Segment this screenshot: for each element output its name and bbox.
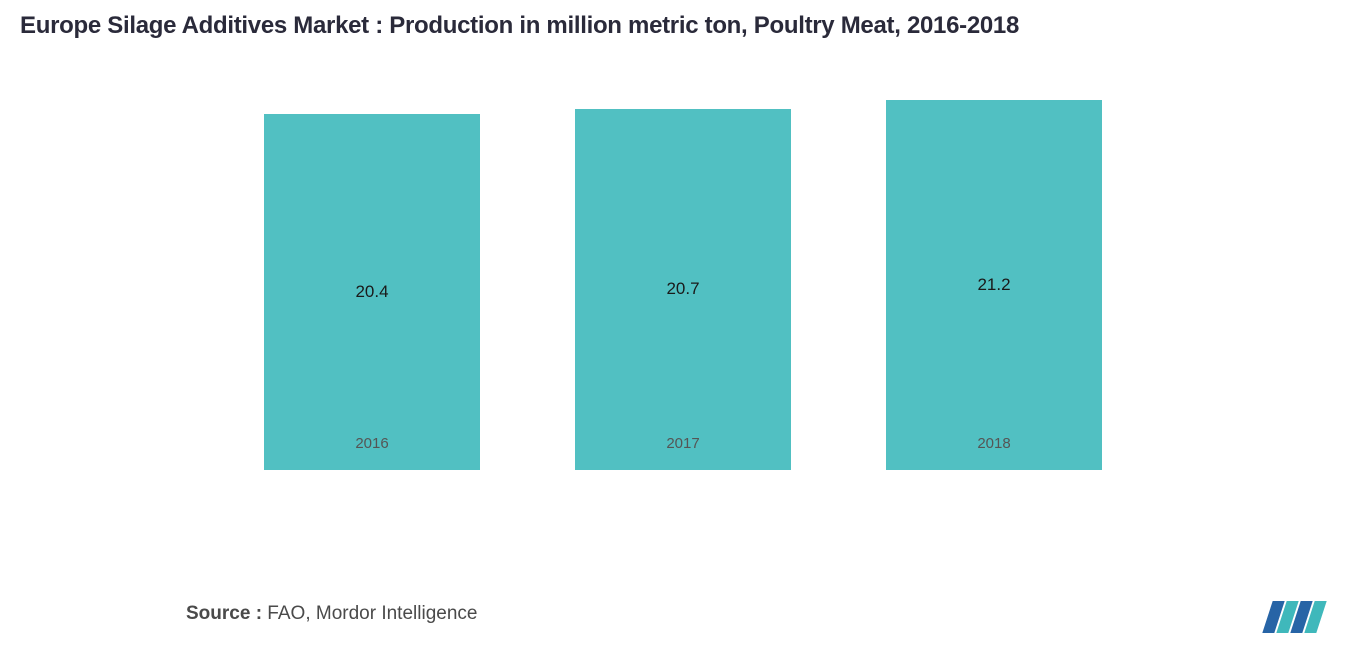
bar-label-0: 2016: [355, 435, 388, 452]
logo-icon: [1256, 597, 1336, 637]
bar-label-1: 2017: [666, 435, 699, 452]
bar-value-2: 21.2: [977, 275, 1010, 295]
source-line: Source : FAO, Mordor Intelligence: [186, 603, 477, 625]
bar-group-1: 20.7 2017: [575, 109, 791, 470]
bar-group-2: 21.2 2018: [886, 100, 1102, 470]
bar-value-0: 20.4: [355, 282, 388, 302]
bar-2: 21.2: [886, 100, 1102, 470]
source-text: FAO, Mordor Intelligence: [262, 603, 477, 624]
source-label: Source :: [186, 603, 262, 624]
bar-value-1: 20.7: [666, 279, 699, 299]
bar-chart: 20.4 2016 20.7 2017 21.2 2018: [0, 100, 1366, 520]
bar-1: 20.7: [575, 109, 791, 470]
mordor-intelligence-logo: [1256, 597, 1336, 637]
bar-0: 20.4: [264, 114, 480, 470]
bar-group-0: 20.4 2016: [264, 114, 480, 470]
chart-title: Europe Silage Additives Market : Product…: [20, 12, 1019, 40]
bar-label-2: 2018: [977, 435, 1010, 452]
